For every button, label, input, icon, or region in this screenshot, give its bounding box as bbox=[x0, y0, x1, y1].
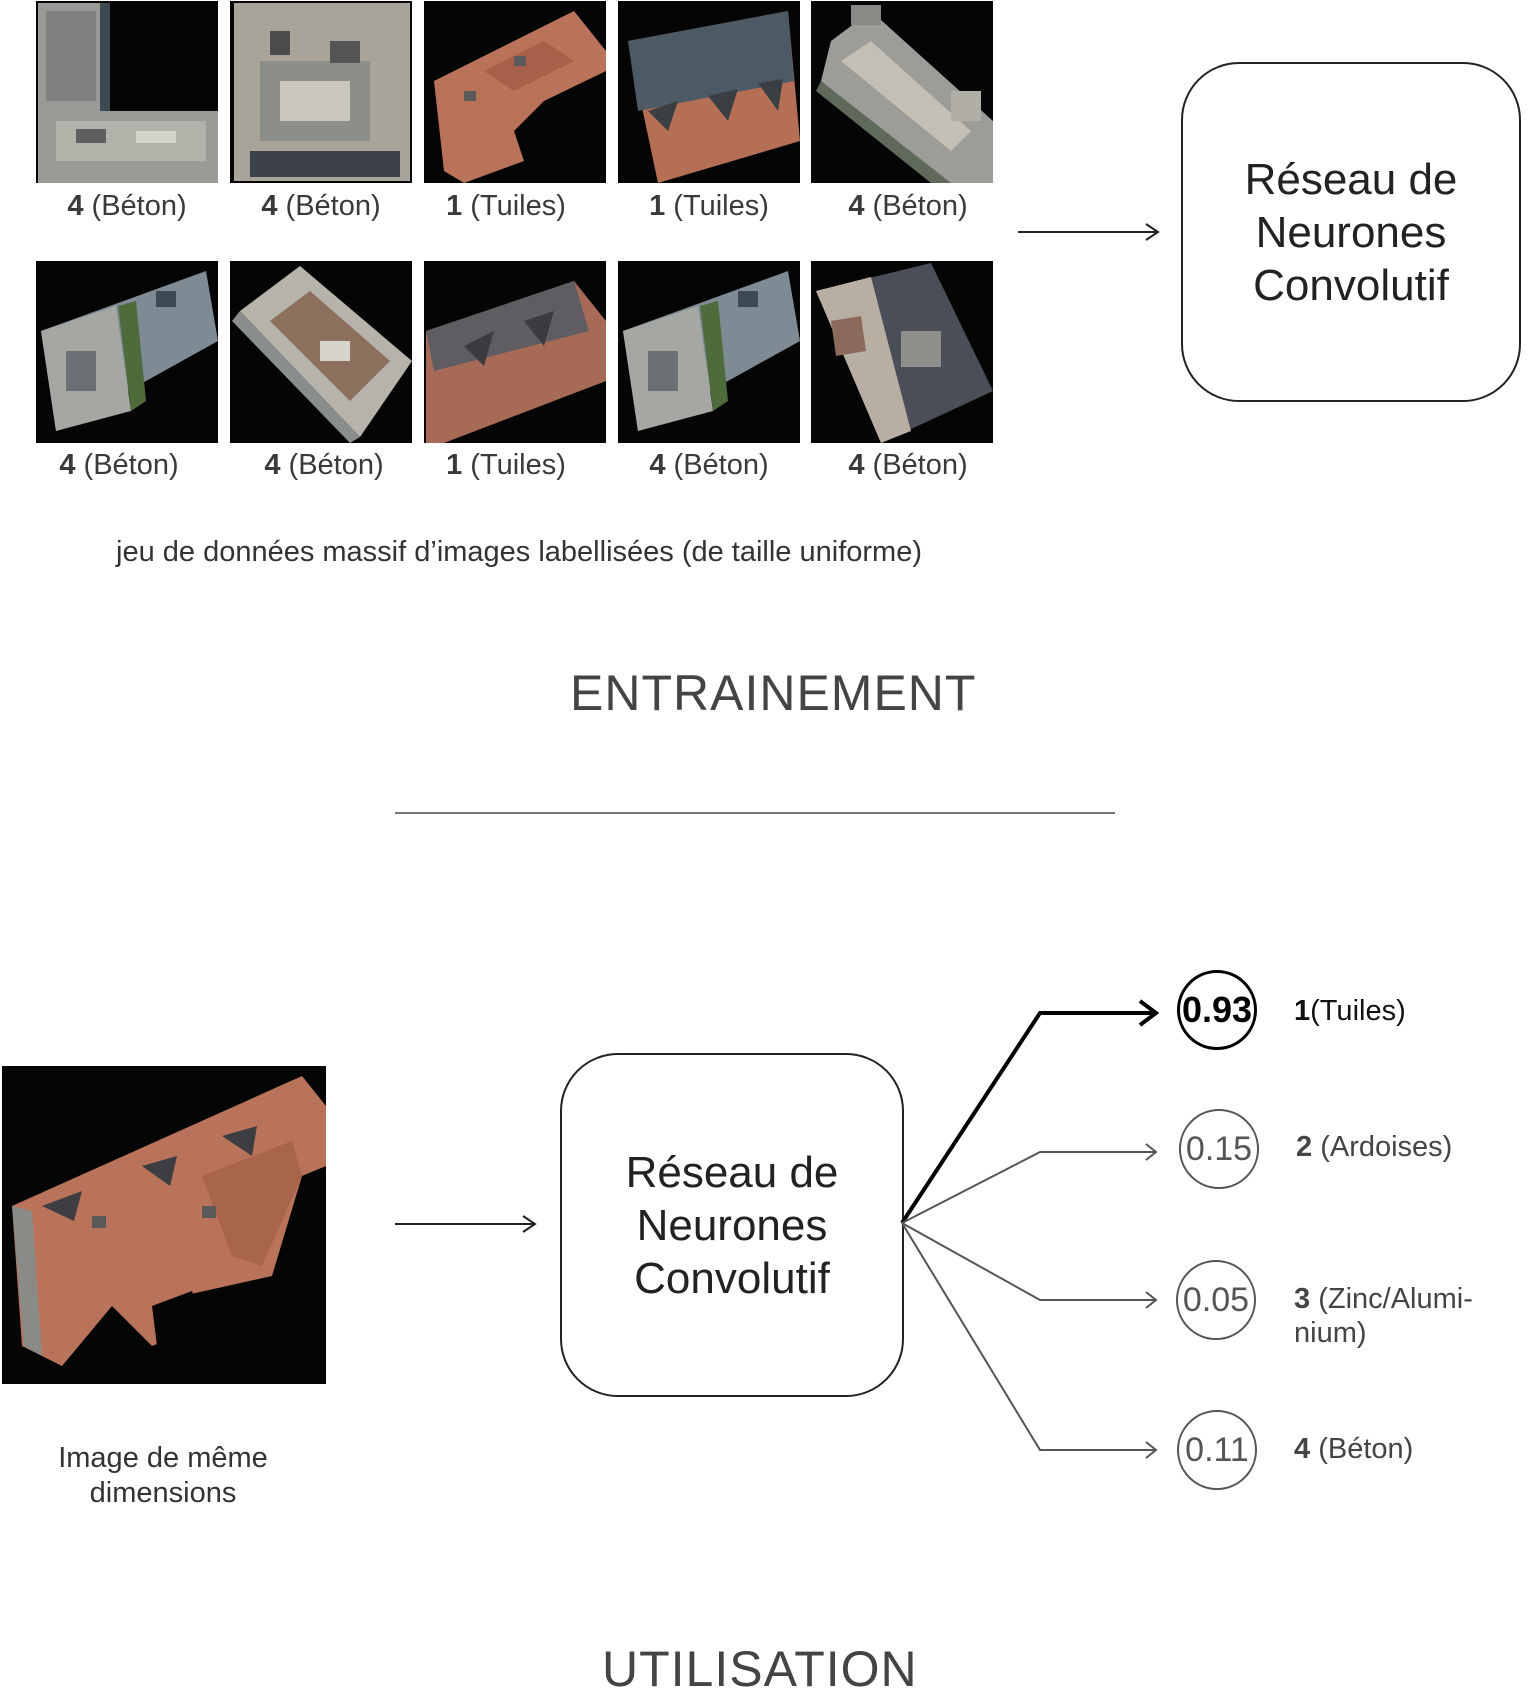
aerial-image-concrete bbox=[36, 261, 218, 443]
usage-cnn-label: Réseau de Neurones Convolutif bbox=[625, 1147, 839, 1303]
training-thumb-3 bbox=[424, 1, 606, 183]
aerial-image-tiles bbox=[424, 1, 606, 183]
aerial-image-tiles bbox=[2, 1066, 326, 1384]
training-label-7: 4 (Béton) bbox=[264, 449, 384, 481]
aerial-image-concrete bbox=[618, 261, 800, 443]
training-arrow bbox=[1018, 223, 1160, 241]
usage-section-title: UTILISATION bbox=[602, 1641, 918, 1697]
aerial-image-concrete bbox=[36, 1, 218, 183]
training-label-6: 4 (Béton) bbox=[59, 449, 179, 481]
output-arrow-4 bbox=[901, 1222, 1158, 1459]
aerial-image-concrete bbox=[230, 1, 412, 183]
training-cnn-label: Réseau de Neurones Convolutif bbox=[1244, 154, 1458, 310]
aerial-image-tiles bbox=[618, 1, 800, 183]
probability-circle-3: 0.05 bbox=[1176, 1260, 1256, 1340]
training-thumb-6 bbox=[36, 261, 218, 443]
aerial-image-concrete bbox=[811, 261, 993, 443]
training-label-9: 4 (Béton) bbox=[649, 449, 769, 481]
training-cnn-box: Réseau de Neurones Convolutif bbox=[1181, 62, 1521, 402]
input-caption: Image de même dimensions bbox=[0, 1441, 326, 1511]
output-arrow-1 bbox=[900, 999, 1160, 1225]
training-label-10: 4 (Béton) bbox=[848, 449, 968, 481]
class-label-2: 2 (Ardoises) bbox=[1296, 1131, 1453, 1163]
training-thumb-8 bbox=[424, 261, 606, 443]
class-label-4: 4 (Béton) bbox=[1294, 1433, 1414, 1465]
training-label-8: 1 (Tuiles) bbox=[446, 449, 566, 481]
probability-circle-2: 0.15 bbox=[1179, 1109, 1259, 1189]
usage-cnn-box: Réseau de Neurones Convolutif bbox=[560, 1053, 904, 1397]
training-label-2: 4 (Béton) bbox=[261, 190, 381, 222]
training-label-1: 4 (Béton) bbox=[67, 190, 187, 222]
training-thumb-4 bbox=[618, 1, 800, 183]
training-thumb-1 bbox=[36, 1, 218, 183]
aerial-image-concrete bbox=[811, 1, 993, 183]
output-arrow-2 bbox=[901, 1143, 1158, 1224]
input-arrow bbox=[395, 1215, 537, 1233]
class-label-1: 1(Tuiles) bbox=[1294, 995, 1406, 1027]
training-label-3: 1 (Tuiles) bbox=[446, 190, 566, 222]
training-thumb-9 bbox=[618, 261, 800, 443]
training-section-title: ENTRAINEMENT bbox=[570, 665, 977, 721]
output-arrow-3 bbox=[901, 1222, 1158, 1309]
training-thumb-10 bbox=[811, 261, 993, 443]
training-thumb-2 bbox=[230, 1, 412, 183]
input-caption-line2: dimensions bbox=[89, 1477, 237, 1509]
training-label-5: 4 (Béton) bbox=[848, 190, 968, 222]
training-thumb-7 bbox=[230, 261, 412, 443]
section-divider bbox=[395, 812, 1115, 814]
class-label-3: 3 (Zinc/Alumi-nium) bbox=[1294, 1283, 1473, 1349]
aerial-image-tiles bbox=[424, 261, 606, 443]
input-image bbox=[2, 1066, 326, 1384]
input-caption-line1: Image de même bbox=[58, 1442, 268, 1474]
probability-circle-1: 0.93 bbox=[1177, 970, 1257, 1050]
training-thumb-5 bbox=[811, 1, 993, 183]
aerial-image-concrete bbox=[230, 261, 412, 443]
training-label-4: 1 (Tuiles) bbox=[649, 190, 769, 222]
probability-circle-4: 0.11 bbox=[1177, 1410, 1257, 1490]
dataset-caption: jeu de données massif d’images labellisé… bbox=[116, 536, 922, 568]
